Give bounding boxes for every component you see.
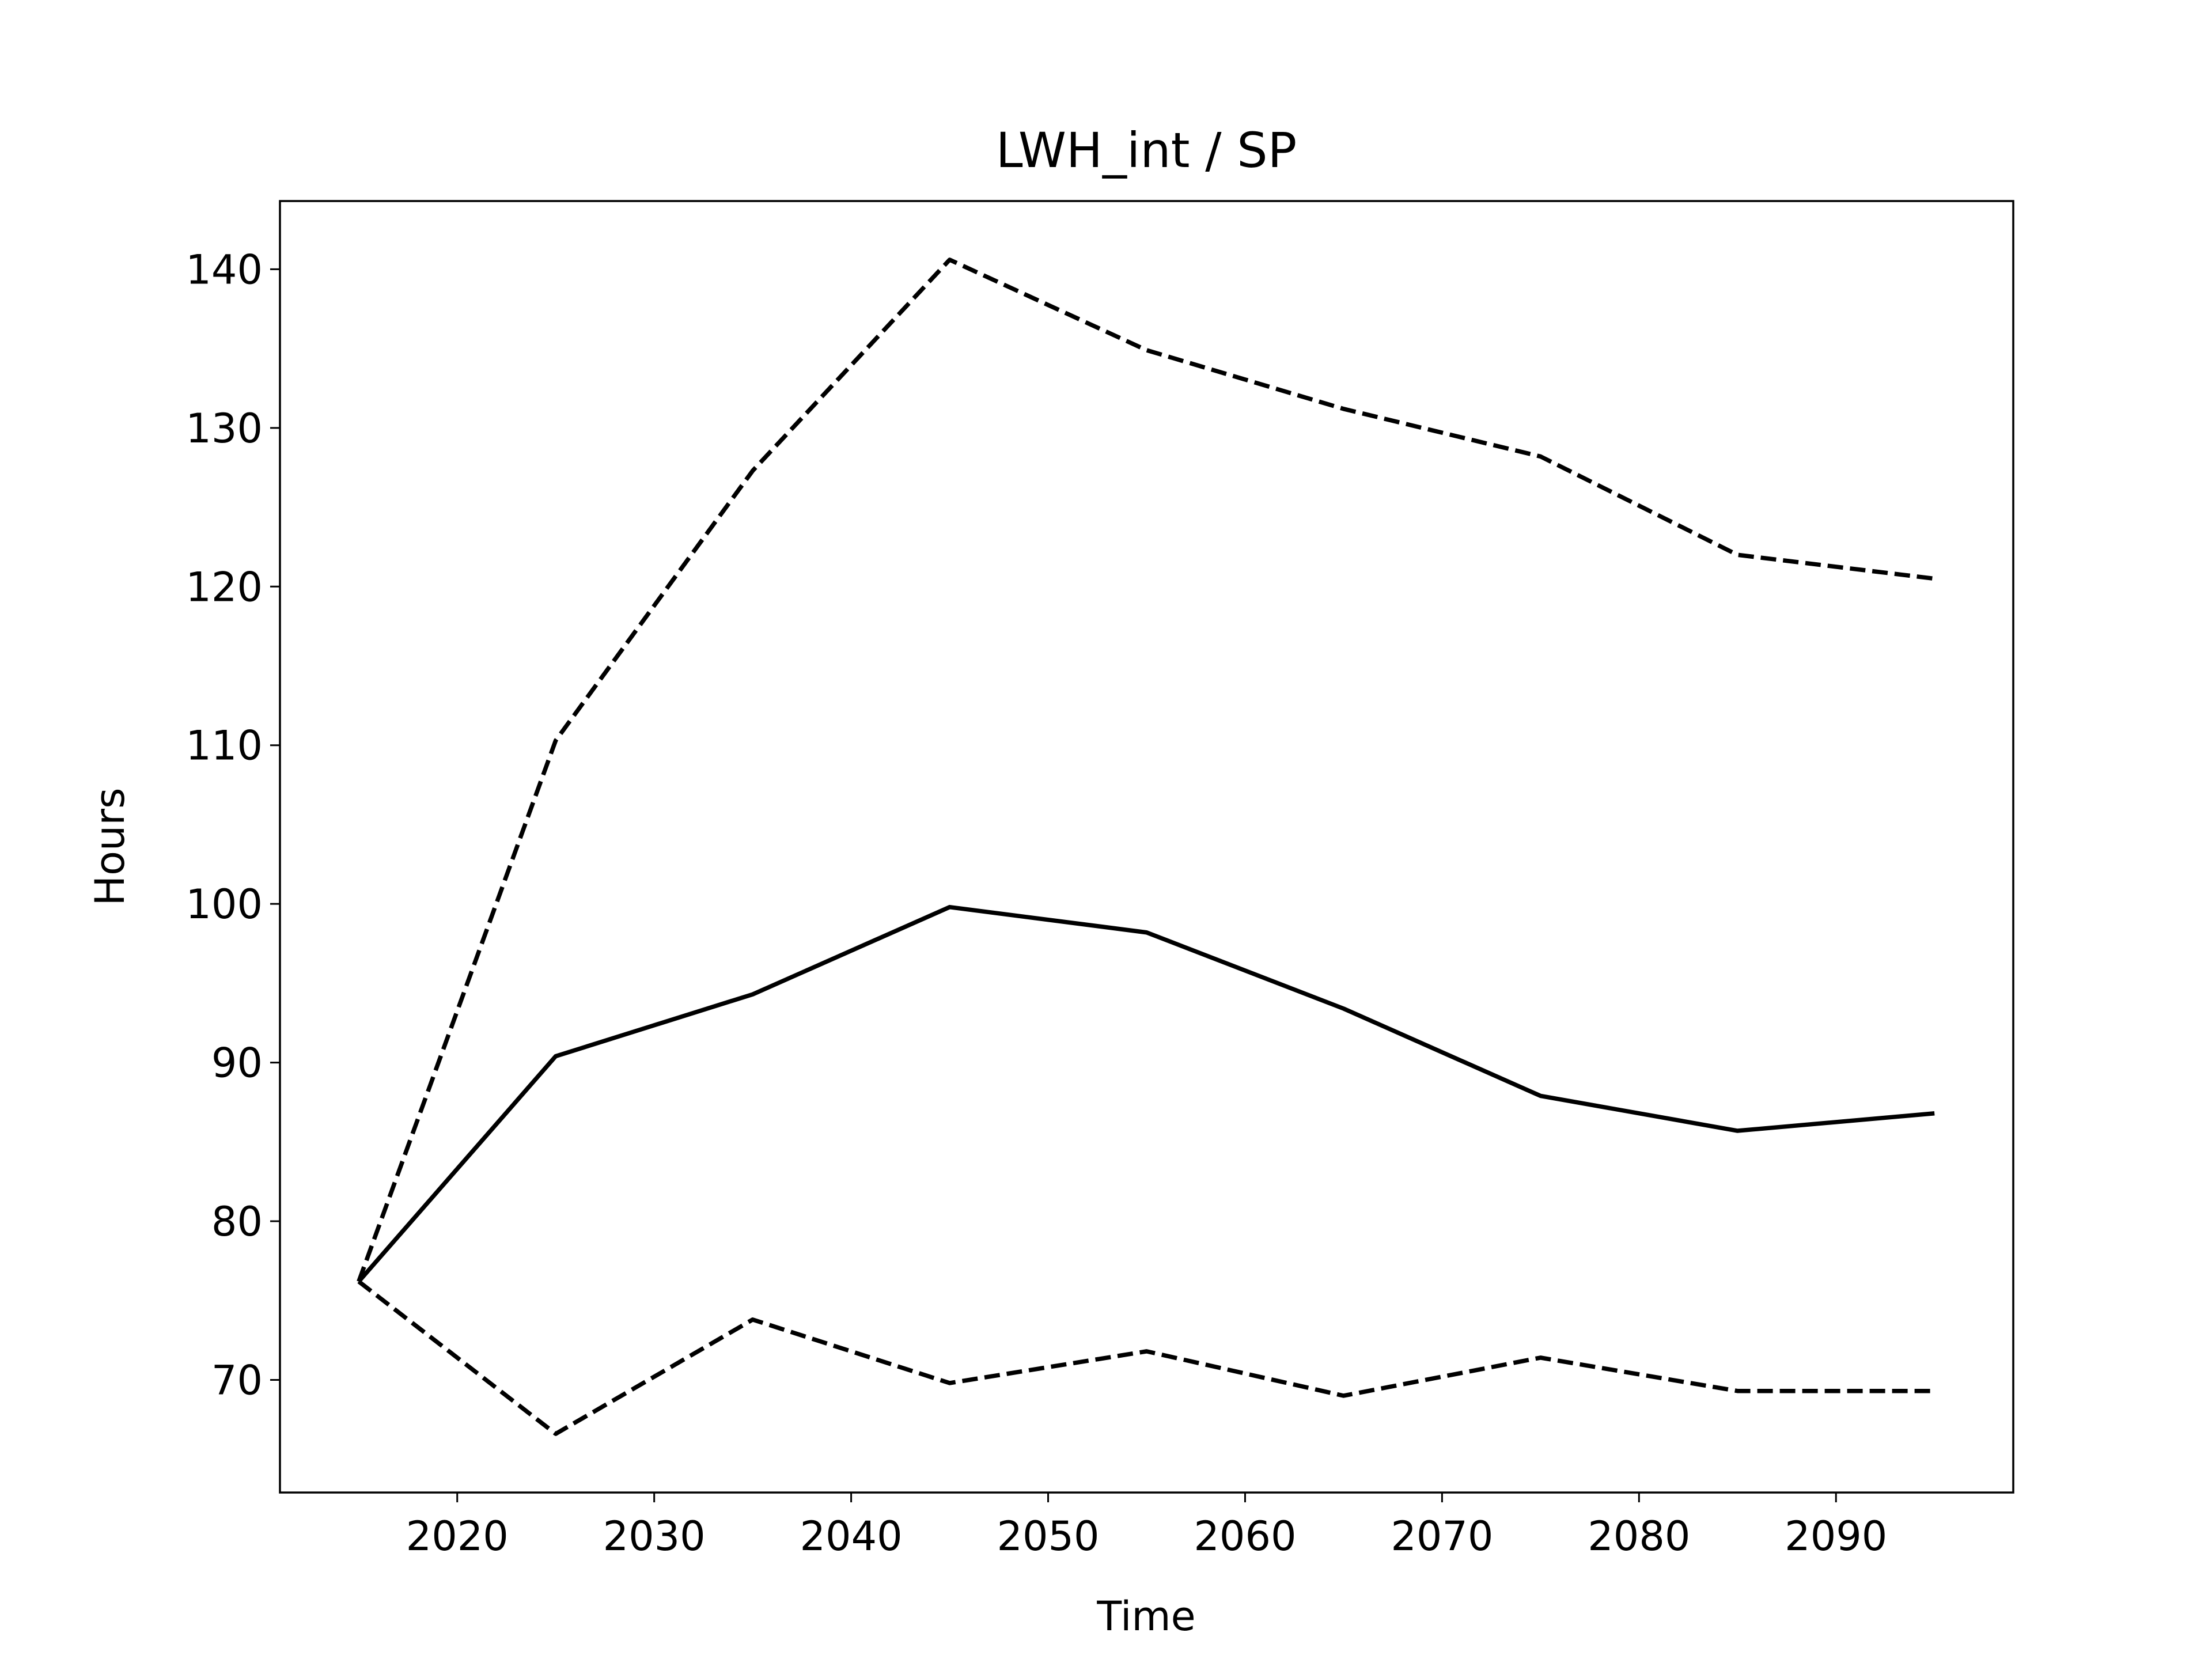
y-axis-label: Hours bbox=[86, 787, 134, 906]
y-tick-label: 110 bbox=[185, 722, 263, 770]
chart-title: LWH_int / SP bbox=[996, 122, 1297, 179]
x-tick-label: 2070 bbox=[1391, 1513, 1493, 1560]
y-tick-label: 100 bbox=[185, 881, 263, 928]
y-tick-label: 120 bbox=[185, 563, 263, 611]
x-axis-label: Time bbox=[1096, 1593, 1195, 1640]
y-tick-label: 130 bbox=[185, 405, 263, 452]
x-tick-label: 2050 bbox=[997, 1513, 1099, 1560]
y-tick-label: 90 bbox=[211, 1040, 263, 1087]
x-tick-label: 2020 bbox=[406, 1513, 509, 1560]
x-tick-label: 2080 bbox=[1588, 1513, 1690, 1560]
x-tick-label: 2040 bbox=[800, 1513, 903, 1560]
y-tick-label: 70 bbox=[211, 1357, 263, 1404]
plot-frame bbox=[279, 200, 2014, 1494]
y-tick-label: 80 bbox=[211, 1198, 263, 1245]
line-series bbox=[357, 257, 1935, 1282]
x-tick-label: 2060 bbox=[1194, 1513, 1296, 1560]
x-tick-label: 2090 bbox=[1785, 1513, 1887, 1560]
line-series bbox=[357, 904, 1935, 1283]
y-tick-label: 140 bbox=[185, 246, 263, 293]
x-tick-label: 2030 bbox=[603, 1513, 706, 1560]
line-series bbox=[357, 1279, 1935, 1436]
